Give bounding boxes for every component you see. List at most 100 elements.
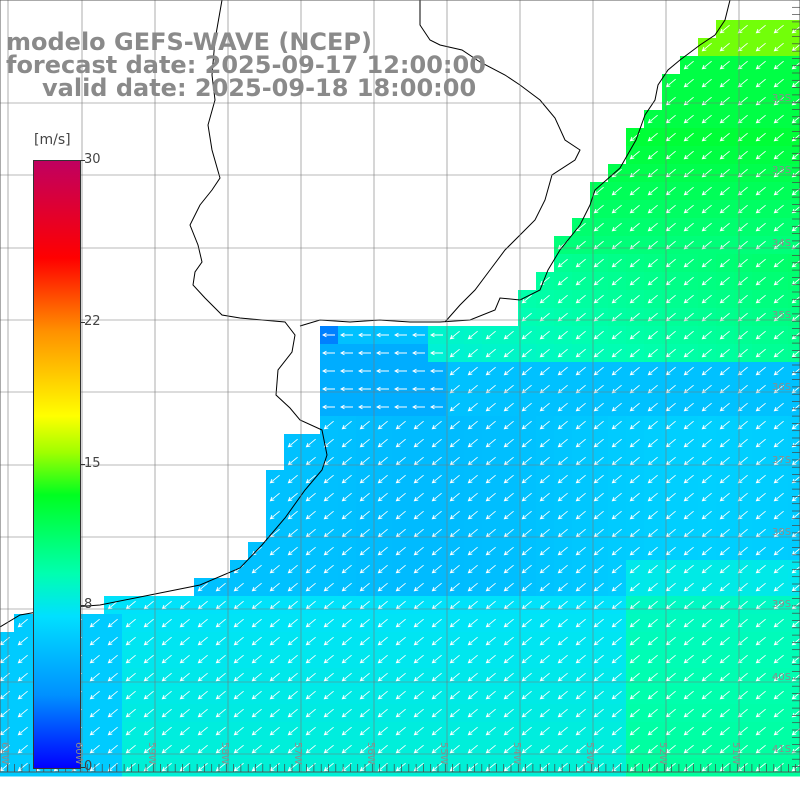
wind-arrow bbox=[629, 240, 640, 250]
wind-arrow bbox=[125, 726, 136, 736]
wind-arrow bbox=[287, 618, 298, 628]
wind-arrow bbox=[467, 708, 478, 718]
wind-arrow bbox=[701, 312, 712, 322]
wind-arrow bbox=[593, 384, 604, 394]
wind-arrow bbox=[485, 636, 496, 646]
wind-arrow bbox=[485, 672, 496, 682]
wind-arrow bbox=[358, 386, 371, 392]
wind-arrow bbox=[611, 366, 622, 376]
wind-arrow bbox=[719, 150, 730, 160]
wind-arrow bbox=[485, 726, 496, 736]
wind-arrow bbox=[431, 546, 442, 556]
wind-arrow bbox=[701, 762, 712, 772]
wind-arrow bbox=[305, 690, 316, 700]
wind-arrow bbox=[737, 636, 748, 646]
wind-arrow bbox=[683, 132, 694, 142]
wind-arrow bbox=[412, 332, 425, 338]
wind-arrow bbox=[665, 708, 676, 718]
wind-arrow bbox=[665, 438, 676, 448]
wind-arrow bbox=[701, 114, 712, 124]
wind-arrow bbox=[611, 474, 622, 484]
wind-arrow bbox=[89, 672, 100, 682]
wind-arrow bbox=[737, 402, 748, 412]
wind-arrow bbox=[773, 348, 784, 358]
wind-arrow bbox=[485, 402, 496, 412]
wind-arrow bbox=[467, 474, 478, 484]
wind-arrow bbox=[287, 564, 298, 574]
wind-arrow bbox=[683, 186, 694, 196]
wind-arrow bbox=[503, 420, 514, 430]
wind-arrow bbox=[665, 276, 676, 286]
wind-arrow bbox=[322, 404, 335, 410]
wind-arrow bbox=[431, 708, 442, 718]
wind-arrow bbox=[143, 672, 154, 682]
wind-arrow bbox=[665, 132, 676, 142]
wind-arrow bbox=[377, 690, 388, 700]
wind-arrow bbox=[755, 150, 766, 160]
wind-arrow bbox=[287, 762, 298, 772]
wind-arrow bbox=[683, 276, 694, 286]
wind-arrow bbox=[719, 78, 730, 88]
wind-arrow bbox=[791, 115, 800, 124]
wind-arrow bbox=[755, 510, 766, 520]
wind-arrow bbox=[683, 438, 694, 448]
wind-arrow bbox=[719, 618, 730, 628]
wind-arrow bbox=[269, 726, 280, 736]
wind-arrow bbox=[341, 636, 352, 646]
wind-arrow bbox=[395, 690, 406, 700]
wind-arrow bbox=[521, 636, 532, 646]
wind-arrow bbox=[755, 24, 766, 34]
wind-arrow bbox=[412, 350, 425, 356]
wind-arrow bbox=[737, 510, 748, 520]
wind-arrow bbox=[575, 564, 586, 574]
wind-arrow bbox=[701, 186, 712, 196]
wind-arrow bbox=[719, 474, 730, 484]
wind-arrow bbox=[575, 618, 586, 628]
wind-arrow bbox=[467, 672, 478, 682]
wind-arrow bbox=[251, 690, 262, 700]
wind-arrow bbox=[377, 546, 388, 556]
wind-arrow bbox=[755, 384, 766, 394]
wind-arrow bbox=[611, 240, 622, 250]
colorbar bbox=[33, 160, 81, 769]
wind-arrow bbox=[430, 386, 443, 392]
wind-arrow bbox=[395, 726, 406, 736]
wind-arrow bbox=[89, 726, 100, 736]
wind-arrow bbox=[503, 726, 514, 736]
longitude-label: 57W bbox=[292, 742, 303, 765]
wind-arrow bbox=[665, 366, 676, 376]
wind-arrow bbox=[773, 276, 784, 286]
wind-arrow bbox=[701, 564, 712, 574]
wind-arrow bbox=[683, 60, 694, 70]
wind-arrow bbox=[215, 690, 226, 700]
wind-arrow bbox=[755, 132, 766, 142]
wind-arrow bbox=[125, 762, 136, 772]
wind-arrow bbox=[755, 240, 766, 250]
wind-arrow bbox=[737, 294, 748, 304]
wind-arrow bbox=[557, 708, 568, 718]
wind-arrow bbox=[431, 510, 442, 520]
wind-arrow bbox=[89, 744, 100, 754]
wind-arrow bbox=[431, 618, 442, 628]
wind-arrow bbox=[251, 636, 262, 646]
wind-arrow bbox=[485, 690, 496, 700]
wind-arrow bbox=[773, 186, 784, 196]
wind-arrow bbox=[791, 583, 800, 592]
wind-arrow bbox=[521, 762, 532, 772]
wind-arrow bbox=[358, 368, 371, 374]
wind-arrow bbox=[611, 582, 622, 592]
wind-arrow bbox=[737, 96, 748, 106]
wind-arrow bbox=[737, 690, 748, 700]
wind-arrow bbox=[413, 726, 424, 736]
wind-arrow bbox=[755, 204, 766, 214]
wind-arrow bbox=[665, 96, 676, 106]
wind-arrow bbox=[737, 222, 748, 232]
wind-arrow bbox=[701, 150, 712, 160]
wind-arrow bbox=[629, 348, 640, 358]
wind-arrow bbox=[467, 636, 478, 646]
wind-arrow bbox=[17, 618, 28, 628]
wind-arrow bbox=[305, 726, 316, 736]
wind-arrow bbox=[629, 222, 640, 232]
wind-arrow bbox=[125, 744, 136, 754]
wind-arrow bbox=[503, 510, 514, 520]
